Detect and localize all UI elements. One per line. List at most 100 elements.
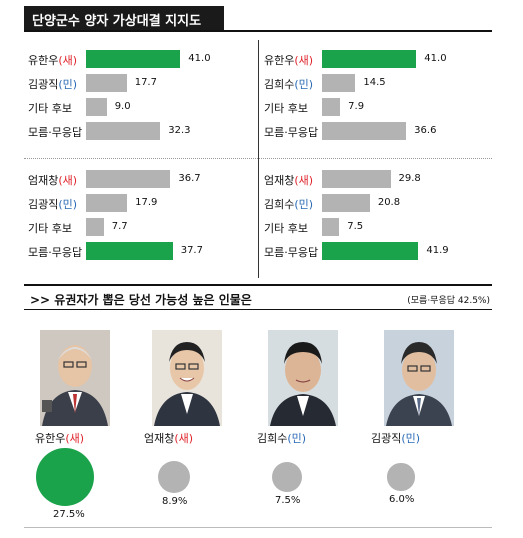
likelihood-bubble (387, 463, 415, 491)
bar-value-label: 17.9 (135, 197, 158, 208)
bar (86, 74, 127, 92)
candidate-name: 김희수 (264, 78, 295, 91)
bar (322, 242, 419, 260)
candidate-name: 기타 후보 (264, 102, 308, 115)
vertical-divider (258, 40, 259, 278)
party-tag: (새) (58, 54, 78, 67)
likelihood-value-label: 27.5% (53, 509, 85, 520)
bar (86, 50, 181, 68)
candidate-name: 모름·무응답 (28, 126, 83, 139)
bar (86, 218, 104, 236)
portrait-image (268, 330, 338, 426)
candidate-name: 유한우 (35, 432, 66, 445)
portrait-image (384, 330, 454, 426)
candidate-name: 엄재창 (144, 432, 175, 445)
portrait-image (40, 330, 110, 426)
likelihood-note: (모름·무응답 42.5%) (407, 296, 490, 306)
candidate-name: 김광직 (28, 198, 59, 211)
candidate-name: 기타 후보 (28, 102, 72, 115)
bar-value-label: 29.8 (398, 173, 421, 184)
bar-value-label: 14.5 (363, 77, 386, 88)
party-tag: (민) (58, 78, 78, 91)
bar-value-label: 7.9 (348, 101, 365, 112)
bar-row: 기타 후보 7.9 (264, 96, 489, 118)
bar-row: 모름·무응답 36.6 (264, 120, 489, 142)
candidate-name: 엄재창 (28, 174, 59, 187)
candidate-label: 엄재창(새) (144, 430, 193, 446)
bar-label: 엄재창(새) (264, 172, 313, 188)
bar-row: 유한우(새) 41.0 (28, 48, 253, 70)
bar-label: 김희수(민) (264, 196, 313, 212)
bar-row: 김희수(민) 14.5 (264, 72, 489, 94)
bar-row: 엄재창(새) 36.7 (28, 168, 253, 190)
bar-value-label: 7.7 (111, 221, 128, 232)
party-tag: (새) (174, 432, 194, 445)
likelihood-bubble (271, 461, 303, 493)
bar-row: 김희수(민) 20.8 (264, 192, 489, 214)
bar (322, 218, 340, 236)
page-title: 단양군수 양자 가상대결 지지도 (32, 14, 202, 29)
candidate-name: 기타 후보 (28, 222, 72, 235)
candidate-name: 김광직 (371, 432, 402, 445)
likelihood-value-label: 8.9% (162, 496, 188, 508)
likelihood-bubble (157, 460, 191, 494)
bar-label: 김희수(민) (264, 76, 313, 92)
party-tag: (새) (58, 174, 78, 187)
bar-label: 기타 후보 (264, 100, 308, 116)
bar-row: 기타 후보 9.0 (28, 96, 253, 118)
bar (86, 194, 128, 212)
bar-row: 모름·무응답 32.3 (28, 120, 253, 142)
likelihood-value-label: 7.5% (275, 495, 301, 507)
portrait-image (152, 330, 222, 426)
candidate-photo-2 (152, 330, 222, 426)
title-bar: 단양군수 양자 가상대결 지지도 (24, 6, 224, 30)
bar-value-label: 9.0 (114, 101, 131, 112)
bar-label: 기타 후보 (264, 220, 308, 236)
bar-row: 모름·무응답 37.7 (28, 240, 253, 262)
candidate-name: 모름·무응답 (264, 126, 319, 139)
bar (322, 50, 417, 68)
bar (322, 98, 341, 116)
bar-label: 모름·무응답 (264, 244, 318, 260)
candidate-name: 김광직 (28, 78, 59, 91)
bar (86, 242, 173, 260)
party-tag: (새) (294, 174, 314, 187)
party-tag: (새) (65, 432, 85, 445)
bar-row: 기타 후보 7.5 (264, 216, 489, 238)
bar (322, 122, 407, 140)
bar-label: 모름·무응답 (28, 244, 82, 260)
top-rule (24, 30, 492, 32)
bar (322, 74, 356, 92)
bar-value-label: 20.8 (377, 197, 401, 208)
bar (86, 122, 161, 140)
party-tag: (민) (294, 78, 314, 91)
candidate-photo-4 (384, 330, 454, 426)
bar-value-label: 41.0 (188, 53, 211, 64)
bar-row: 유한우(새) 41.0 (264, 48, 489, 70)
candidate-name: 김희수 (257, 432, 288, 445)
bar-value-label: 37.7 (180, 245, 203, 256)
party-tag: (민) (287, 432, 307, 445)
party-tag: (민) (401, 432, 421, 445)
horizontal-divider (24, 158, 492, 159)
bar-label: 모름·무응답 (264, 124, 318, 140)
candidate-name: 모름·무응답 (264, 246, 319, 259)
party-tag: (민) (294, 198, 314, 211)
candidate-photo-3 (268, 330, 338, 426)
party-tag: (새) (294, 54, 314, 67)
bar-value-label: 41.9 (426, 245, 449, 256)
bar (86, 170, 171, 188)
bar-value-label: 32.3 (168, 125, 191, 136)
bar-row: 모름·무응답 41.9 (264, 240, 489, 262)
candidate-label: 김광직(민) (371, 430, 420, 446)
bar-row: 기타 후보 7.7 (28, 216, 253, 238)
bar-label: 유한우(새) (264, 52, 313, 68)
bar-row: 김광직(민) 17.9 (28, 192, 253, 214)
candidate-label: 유한우(새) (35, 430, 84, 446)
bar-value-label: 41.0 (424, 53, 447, 64)
candidate-name: 유한우 (264, 54, 295, 67)
bar-label: 유한우(새) (28, 52, 77, 68)
bar-label: 김광직(민) (28, 76, 77, 92)
bar-row: 김광직(민) 17.7 (28, 72, 253, 94)
candidate-name: 엄재창 (264, 174, 295, 187)
